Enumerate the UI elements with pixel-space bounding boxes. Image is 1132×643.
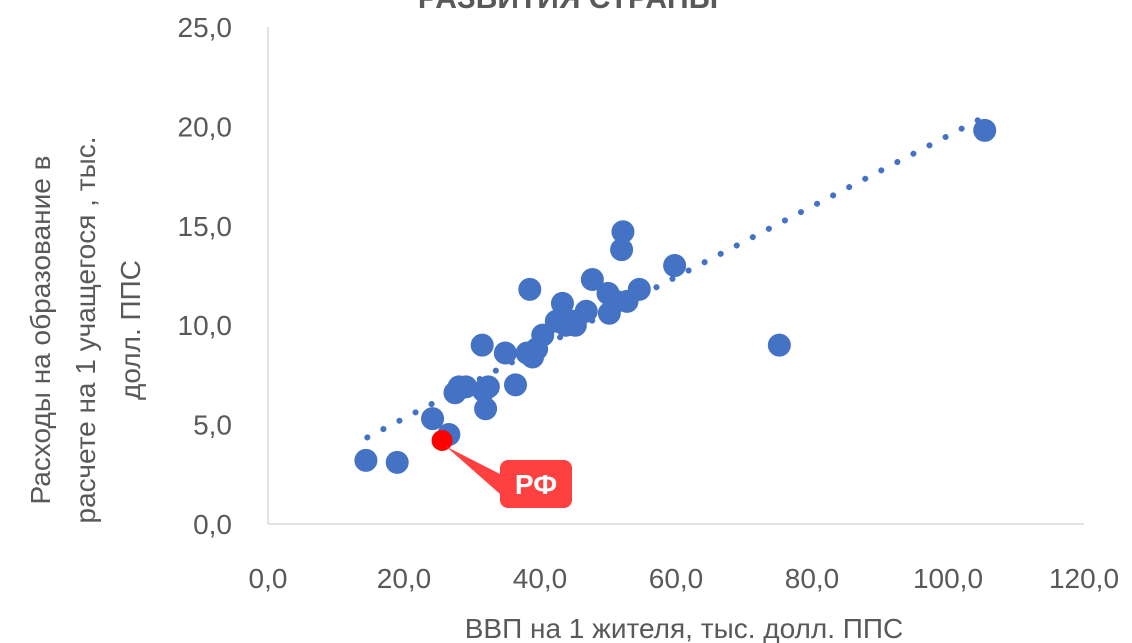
scatter-point bbox=[973, 118, 997, 142]
trendline bbox=[364, 113, 988, 441]
scatter-point bbox=[354, 448, 378, 472]
scatter-point bbox=[574, 299, 598, 323]
scatter-point bbox=[474, 397, 498, 421]
x-tick-label: 20,0 bbox=[377, 563, 432, 594]
scatter-point bbox=[493, 341, 517, 365]
trendline-line bbox=[364, 113, 988, 441]
scatter-point bbox=[663, 254, 687, 278]
scatter-point bbox=[385, 450, 409, 474]
callout-pointer bbox=[446, 446, 500, 494]
y-axis-title: Расходы на образование в расчете на 1 уч… bbox=[25, 137, 146, 524]
scatter-point bbox=[518, 277, 542, 301]
y-tick-label: 25,0 bbox=[178, 12, 233, 43]
scatter-point bbox=[767, 333, 791, 357]
x-axis-title: ВВП на 1 жителя, тыс. долл. ППС bbox=[465, 613, 904, 643]
x-tick-labels: 0,0 20,0 40,0 60,0 80,0 100,0 120,0 bbox=[249, 563, 1120, 594]
y-tick-label: 15,0 bbox=[178, 211, 233, 242]
y-tick-labels: 0,0 5,0 10,0 15,0 20,0 25,0 bbox=[178, 12, 233, 540]
x-tick-label: 0,0 bbox=[249, 563, 288, 594]
x-tick-label: 60,0 bbox=[649, 563, 704, 594]
y-tick-label: 0,0 bbox=[193, 509, 232, 540]
x-tick-label: 80,0 bbox=[785, 563, 840, 594]
axes bbox=[267, 27, 1084, 525]
y-tick-label: 20,0 bbox=[178, 111, 233, 142]
callout-box bbox=[500, 460, 572, 508]
scatter-point bbox=[470, 333, 494, 357]
x-tick-label: 40,0 bbox=[513, 563, 568, 594]
callout-label: РФ bbox=[515, 469, 557, 500]
data-points bbox=[354, 118, 997, 474]
y-axis-title-line-1: Расходы на образование в bbox=[25, 155, 56, 504]
rf-callout: РФ bbox=[446, 446, 572, 508]
y-tick-label: 5,0 bbox=[193, 410, 232, 441]
chart-title: РАЗВИТИЯ СТРАНЫ bbox=[418, 0, 718, 15]
scatter-point bbox=[627, 277, 651, 301]
scatter-point bbox=[476, 375, 500, 399]
x-tick-label: 120,0 bbox=[1049, 563, 1119, 594]
scatter-point bbox=[421, 407, 445, 431]
scatter-point bbox=[504, 373, 528, 397]
scatter-point bbox=[611, 220, 635, 244]
rf-point bbox=[431, 430, 453, 452]
scatter-point bbox=[531, 323, 555, 347]
x-tick-label: 100,0 bbox=[913, 563, 983, 594]
scatter-point bbox=[580, 267, 604, 291]
y-axis-title-line-2: расчете на 1 учащегося , тыс. bbox=[70, 137, 101, 524]
y-tick-label: 10,0 bbox=[178, 310, 233, 341]
y-axis-title-line-3: долл. ППС bbox=[115, 260, 146, 400]
